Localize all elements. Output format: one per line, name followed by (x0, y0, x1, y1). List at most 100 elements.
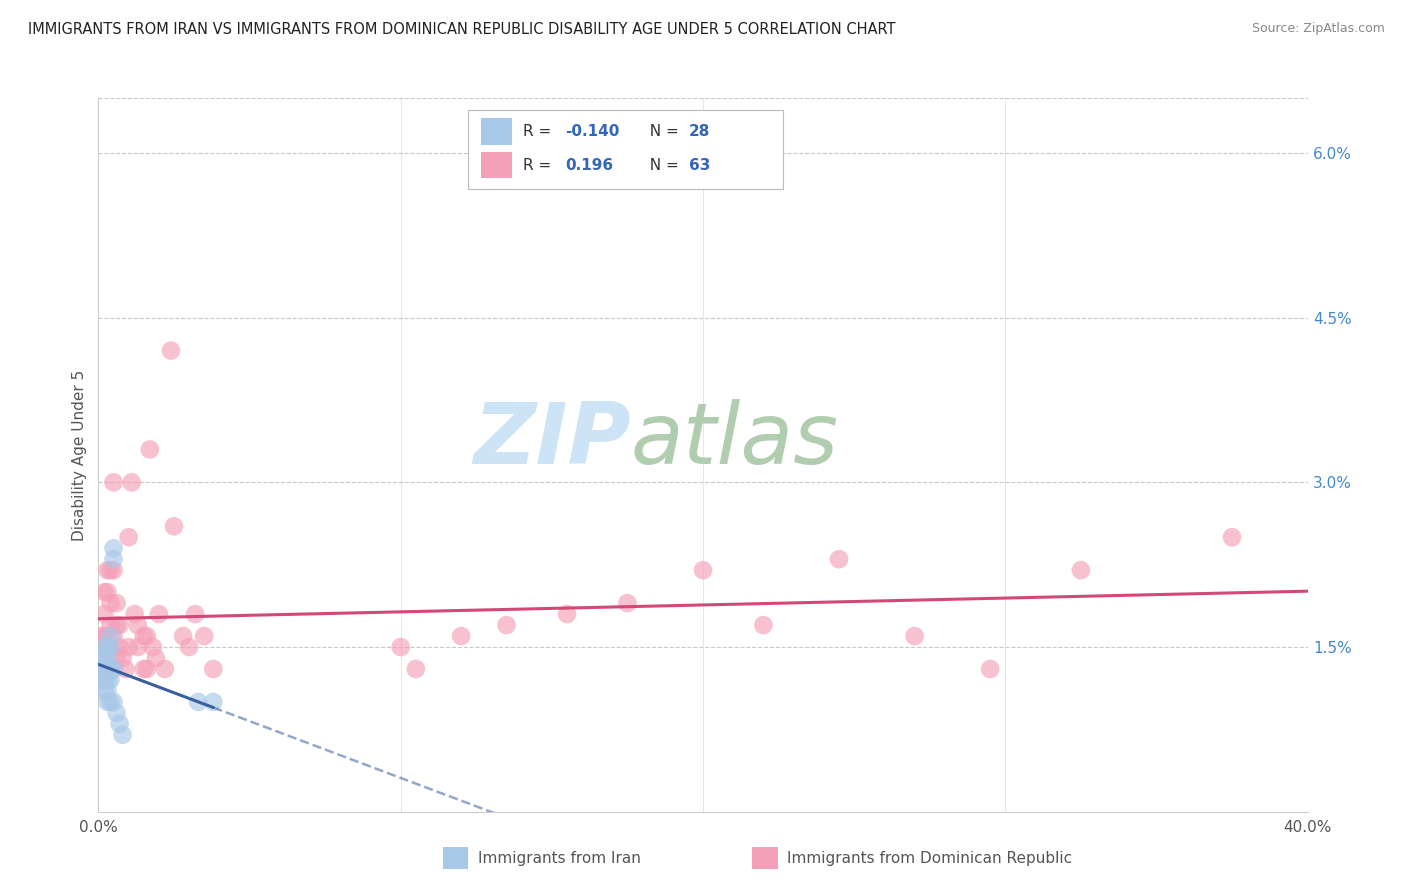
Point (145, 651, 167, 665)
Point (108, 618, 131, 632)
Text: R =: R = (523, 124, 557, 138)
Text: N =: N = (640, 158, 683, 172)
Point (93, 651, 115, 665)
Point (93, 607, 115, 621)
Point (752, 618, 775, 632)
Point (93, 684, 115, 698)
Point (132, 629, 155, 643)
Point (692, 563, 714, 577)
Point (202, 662, 225, 676)
Point (103, 695, 125, 709)
Point (828, 552, 851, 566)
Point (103, 629, 125, 643)
Point (93, 651, 115, 665)
Point (93, 640, 115, 654)
Point (100, 596, 122, 610)
Point (90, 629, 112, 643)
Point (90, 662, 112, 676)
Point (111, 728, 134, 742)
Text: Immigrants from Dominican Republic: Immigrants from Dominican Republic (787, 851, 1073, 865)
Point (1220, 530, 1243, 544)
Point (202, 695, 225, 709)
Point (405, 662, 427, 676)
Text: 28: 28 (689, 124, 710, 138)
Text: atlas: atlas (630, 399, 838, 483)
Point (100, 673, 122, 687)
Point (96, 640, 118, 654)
Point (114, 662, 136, 676)
Point (124, 607, 146, 621)
Point (127, 618, 149, 632)
Point (100, 563, 122, 577)
Text: 63: 63 (689, 158, 710, 172)
Point (103, 541, 125, 556)
Point (108, 717, 131, 731)
Point (90, 673, 112, 687)
Point (103, 475, 125, 490)
Point (100, 662, 122, 676)
Point (93, 585, 115, 599)
Y-axis label: Disability Age Under 5: Disability Age Under 5 (72, 369, 87, 541)
Point (96, 563, 118, 577)
Text: ZIP: ZIP (472, 399, 630, 483)
Point (616, 596, 638, 610)
Point (103, 662, 125, 676)
Point (105, 651, 128, 665)
Point (148, 607, 170, 621)
Point (90, 651, 112, 665)
Point (96, 640, 118, 654)
Point (96, 684, 118, 698)
Point (100, 695, 122, 709)
Point (96, 695, 118, 709)
Point (555, 607, 578, 621)
Point (103, 662, 125, 676)
Point (389, 640, 412, 654)
Point (127, 640, 149, 654)
Point (96, 662, 118, 676)
Point (193, 629, 215, 643)
Point (96, 662, 118, 676)
Text: N =: N = (640, 124, 683, 138)
Point (142, 640, 165, 654)
Point (93, 662, 115, 676)
Point (105, 618, 128, 632)
Point (153, 662, 176, 676)
Point (132, 662, 155, 676)
Point (111, 651, 134, 665)
Point (135, 662, 157, 676)
Point (93, 673, 115, 687)
Point (172, 629, 194, 643)
Point (90, 651, 112, 665)
Point (1070, 563, 1092, 577)
Point (184, 607, 207, 621)
Point (187, 695, 209, 709)
Point (179, 640, 201, 654)
Point (96, 629, 118, 643)
Point (96, 585, 118, 599)
Point (100, 618, 122, 632)
Point (105, 706, 128, 720)
Point (100, 629, 122, 643)
Text: 0.196: 0.196 (565, 158, 613, 172)
Point (139, 442, 162, 457)
Point (100, 640, 122, 654)
Text: Immigrants from Iran: Immigrants from Iran (478, 851, 641, 865)
Point (121, 475, 143, 490)
Point (135, 629, 157, 643)
Point (103, 563, 125, 577)
Point (118, 530, 141, 544)
Point (100, 640, 122, 654)
Point (100, 662, 122, 676)
Text: -0.140: -0.140 (565, 124, 620, 138)
Point (105, 596, 128, 610)
Text: IMMIGRANTS FROM IRAN VS IMMIGRANTS FROM DOMINICAN REPUBLIC DISABILITY AGE UNDER : IMMIGRANTS FROM IRAN VS IMMIGRANTS FROM … (28, 22, 896, 37)
Text: R =: R = (523, 158, 557, 172)
Text: Source: ZipAtlas.com: Source: ZipAtlas.com (1251, 22, 1385, 36)
Point (90, 640, 112, 654)
Point (118, 640, 141, 654)
Point (103, 552, 125, 566)
Point (93, 629, 115, 643)
Point (163, 519, 186, 533)
Point (160, 343, 183, 358)
Point (979, 662, 1001, 676)
